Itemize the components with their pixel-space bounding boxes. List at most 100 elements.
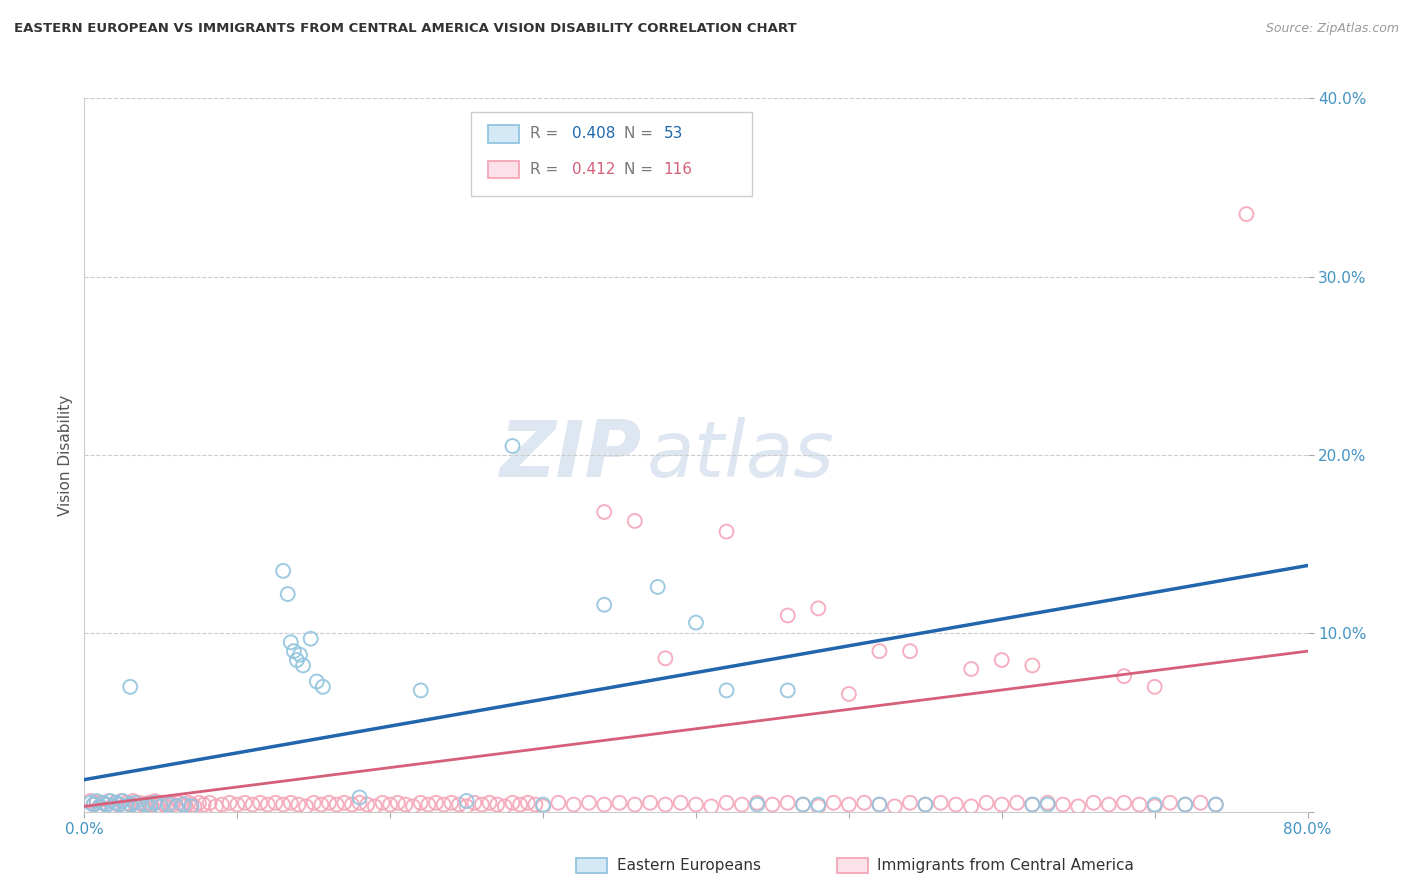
Point xyxy=(914,797,936,812)
Point xyxy=(776,608,799,623)
Point xyxy=(299,632,322,646)
Point xyxy=(110,794,132,808)
Point xyxy=(1128,797,1150,812)
Point xyxy=(494,799,516,814)
Text: 53: 53 xyxy=(664,127,683,141)
Point xyxy=(976,796,998,810)
Point xyxy=(180,797,202,812)
Point xyxy=(141,797,163,812)
Point xyxy=(86,796,108,810)
Point xyxy=(139,799,162,814)
Point xyxy=(288,648,311,662)
Point xyxy=(1143,799,1166,814)
Point xyxy=(478,796,501,810)
Point xyxy=(162,797,184,812)
Text: Immigrants from Central America: Immigrants from Central America xyxy=(877,858,1135,872)
Text: EASTERN EUROPEAN VS IMMIGRANTS FROM CENTRAL AMERICA VISION DISABILITY CORRELATIO: EASTERN EUROPEAN VS IMMIGRANTS FROM CENT… xyxy=(14,22,797,36)
Point xyxy=(792,797,814,812)
Point xyxy=(149,796,172,810)
Point xyxy=(233,796,256,810)
Point xyxy=(716,683,738,698)
Point xyxy=(135,797,157,812)
Point xyxy=(593,505,616,519)
Point xyxy=(1005,796,1028,810)
Point xyxy=(1174,797,1197,812)
Point xyxy=(562,797,585,812)
Point xyxy=(107,797,129,812)
Point xyxy=(120,797,142,812)
Point xyxy=(747,796,769,810)
Point xyxy=(486,797,509,812)
Point xyxy=(609,796,631,810)
Point xyxy=(716,524,738,539)
Point xyxy=(277,587,299,601)
Point xyxy=(218,796,240,810)
Y-axis label: Vision Disability: Vision Disability xyxy=(58,394,73,516)
Point xyxy=(1205,797,1227,812)
Point xyxy=(456,794,478,808)
Point xyxy=(180,799,202,814)
Point xyxy=(302,796,325,810)
Text: Eastern Europeans: Eastern Europeans xyxy=(617,858,761,872)
Point xyxy=(280,635,302,649)
Point xyxy=(1021,658,1043,673)
Point xyxy=(128,796,150,810)
Point xyxy=(447,797,470,812)
Point xyxy=(433,797,456,812)
Point xyxy=(83,797,105,812)
Point xyxy=(669,796,692,810)
Point xyxy=(463,796,485,810)
Point xyxy=(502,439,524,453)
Point xyxy=(1036,796,1059,810)
Text: 116: 116 xyxy=(664,162,693,177)
Point xyxy=(547,796,569,810)
Point xyxy=(149,799,172,814)
Point xyxy=(624,514,647,528)
Point xyxy=(371,796,394,810)
Point xyxy=(1159,796,1181,810)
Point xyxy=(143,796,166,810)
Text: R =: R = xyxy=(530,162,564,177)
Point xyxy=(159,796,181,810)
Point xyxy=(700,799,723,814)
Point xyxy=(654,651,676,665)
Point xyxy=(174,799,197,814)
Point xyxy=(394,797,416,812)
Point xyxy=(792,797,814,812)
Point xyxy=(143,794,166,808)
Text: Source: ZipAtlas.com: Source: ZipAtlas.com xyxy=(1265,22,1399,36)
Point xyxy=(79,794,101,808)
Point xyxy=(869,644,891,658)
Point xyxy=(333,796,356,810)
Point xyxy=(79,796,101,810)
Point xyxy=(146,799,169,814)
Point xyxy=(1143,680,1166,694)
Point xyxy=(1114,796,1136,810)
Point xyxy=(349,790,371,805)
Point xyxy=(883,799,905,814)
Point xyxy=(271,797,294,812)
Point xyxy=(471,797,494,812)
Point xyxy=(418,797,440,812)
Point xyxy=(929,796,952,810)
Point xyxy=(128,799,150,814)
Point xyxy=(638,796,661,810)
Point xyxy=(295,799,318,814)
Point xyxy=(838,797,860,812)
Point xyxy=(531,799,554,814)
Point xyxy=(502,796,524,810)
Point xyxy=(103,799,125,814)
Point xyxy=(257,797,280,812)
Text: N =: N = xyxy=(624,127,658,141)
Point xyxy=(97,794,120,808)
Point xyxy=(120,797,142,812)
Point xyxy=(654,797,676,812)
Point xyxy=(356,797,378,812)
Point xyxy=(685,797,707,812)
Point xyxy=(578,796,600,810)
Point xyxy=(945,797,967,812)
Point xyxy=(516,796,538,810)
Point xyxy=(807,799,830,814)
Point xyxy=(509,797,531,812)
Point xyxy=(105,796,128,810)
